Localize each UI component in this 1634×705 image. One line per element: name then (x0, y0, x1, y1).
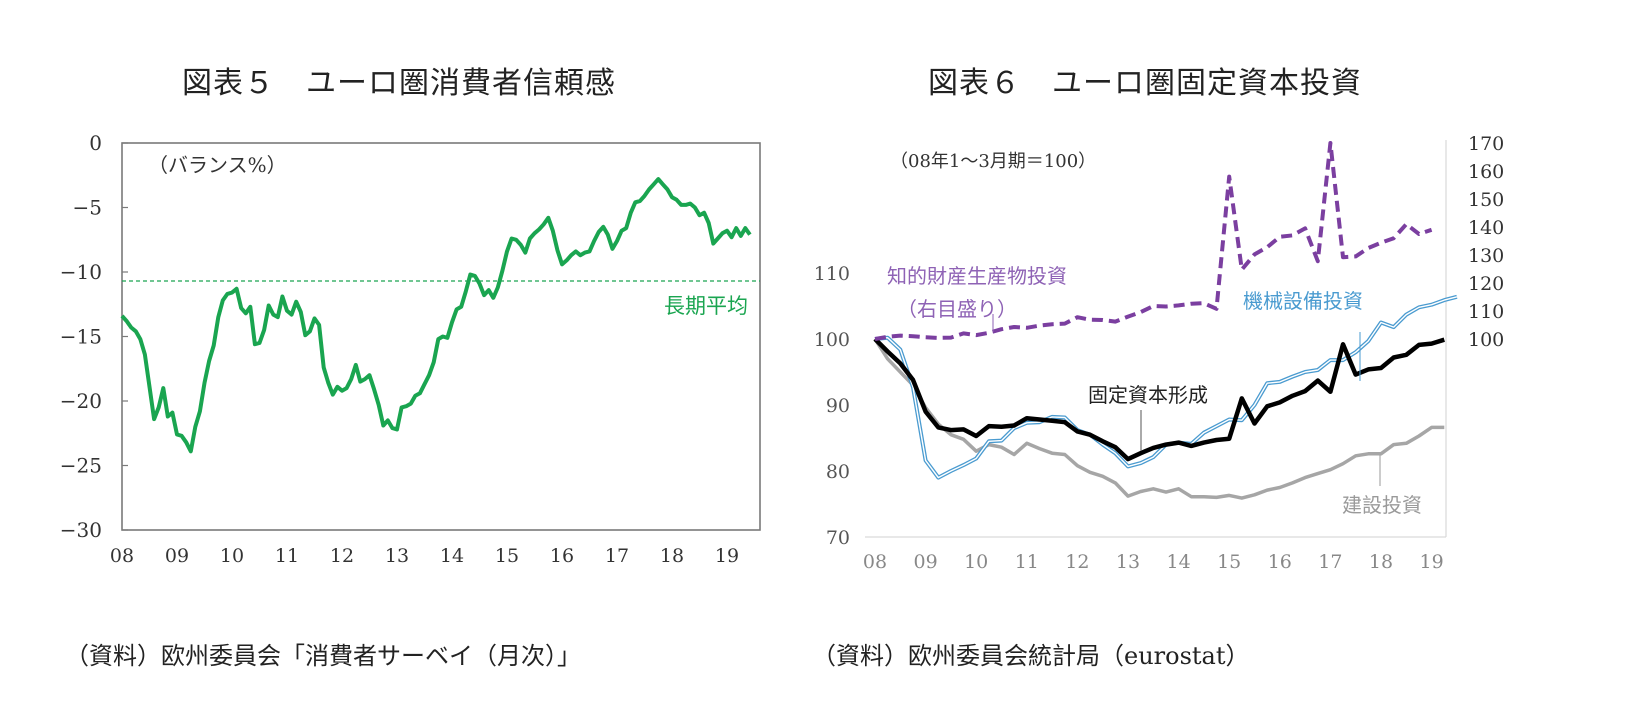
y-tick-label: 70 (826, 527, 850, 549)
x-tick-label: 14 (440, 545, 464, 567)
x-tick-label: 18 (1369, 551, 1393, 573)
x-tick-label: 08 (110, 545, 134, 567)
construction-investment-line (873, 338, 1445, 500)
x-tick-label: 17 (1318, 551, 1342, 573)
x-tick-label: 09 (165, 545, 189, 567)
x-tick-label: 12 (330, 545, 354, 567)
x-tick-label: 19 (1420, 551, 1444, 573)
ip-investment-label: 知的財産生産物投資 (887, 264, 1067, 288)
x-tick-label: 11 (275, 545, 299, 567)
x-tick-label: 15 (1217, 551, 1241, 573)
y-tick-label: 0 (89, 131, 102, 155)
fixed-capital-formation-line (873, 337, 1445, 462)
y-tick-label: 90 (826, 395, 850, 417)
x-tick-label: 16 (1268, 551, 1292, 573)
y-tick-label: −10 (60, 260, 102, 284)
x-tick-label: 13 (385, 545, 409, 567)
chart5-source: （資料）欧州委員会「消費者サーベイ（月次）」 (65, 642, 581, 670)
x-tick-label: 08 (863, 551, 887, 573)
x-tick-label: 15 (495, 545, 519, 567)
x-tick-label: 13 (1116, 551, 1140, 573)
chart5: （バランス%） 0 −5 −10 −15 −20 −25 −30 08 09 10 11 12 13 1… (60, 131, 761, 567)
y2-tick-label: 130 (1468, 245, 1504, 267)
fixed-capital-formation-label: 固定資本形成 (1088, 383, 1208, 407)
x-tick-label: 12 (1065, 551, 1089, 573)
y-tick-label: −20 (60, 389, 102, 413)
x-tick-label: 14 (1167, 551, 1191, 573)
construction-investment-label: 建設投資 (1342, 493, 1422, 517)
y-tick-label: −25 (60, 454, 102, 478)
y-tick-label: 100 (814, 329, 850, 351)
y2-tick-label: 150 (1468, 189, 1504, 211)
x-tick-label: 09 (914, 551, 938, 573)
x-tick-label: 10 (964, 551, 988, 573)
y2-tick-label: 160 (1468, 161, 1504, 183)
y-tick-label: 80 (826, 461, 850, 483)
y-tick-label: −30 (60, 518, 102, 542)
x-tick-label: 16 (550, 545, 574, 567)
y2-tick-label: 140 (1468, 217, 1504, 239)
y2-tick-label: 170 (1468, 133, 1504, 155)
chart6-unit-label: （08年1～3月期＝100） (890, 151, 1096, 172)
x-tick-label: 19 (715, 545, 739, 567)
machinery-investment-label: 機械設備投資 (1243, 289, 1363, 313)
x-tick-label: 17 (605, 545, 629, 567)
x-tick-label: 18 (660, 545, 684, 567)
chart6-source: （資料）欧州委員会統計局（eurostat） (812, 642, 1250, 670)
y2-tick-label: 100 (1468, 329, 1504, 351)
ip-investment-right-axis-note: （右目盛り） (897, 297, 1017, 321)
y-tick-label: −5 (73, 196, 102, 220)
consumer-confidence-line (120, 177, 752, 454)
chart5-title: 図表５ ユーロ圏消費者信頼感 (182, 66, 616, 101)
long-term-average-label: 長期平均 (664, 294, 748, 318)
y2-tick-label: 120 (1468, 273, 1504, 295)
y-tick-label: −15 (60, 325, 102, 349)
y2-tick-label: 110 (1468, 301, 1504, 323)
ip-investment-line (874, 141, 1433, 341)
x-tick-label: 10 (220, 545, 244, 567)
y-tick-label: 110 (814, 263, 850, 285)
x-tick-label: 11 (1015, 551, 1039, 573)
chart6-title: 図表６ ユーロ圏固定資本投資 (928, 66, 1362, 101)
chart5-unit-label: （バランス%） (148, 153, 287, 177)
